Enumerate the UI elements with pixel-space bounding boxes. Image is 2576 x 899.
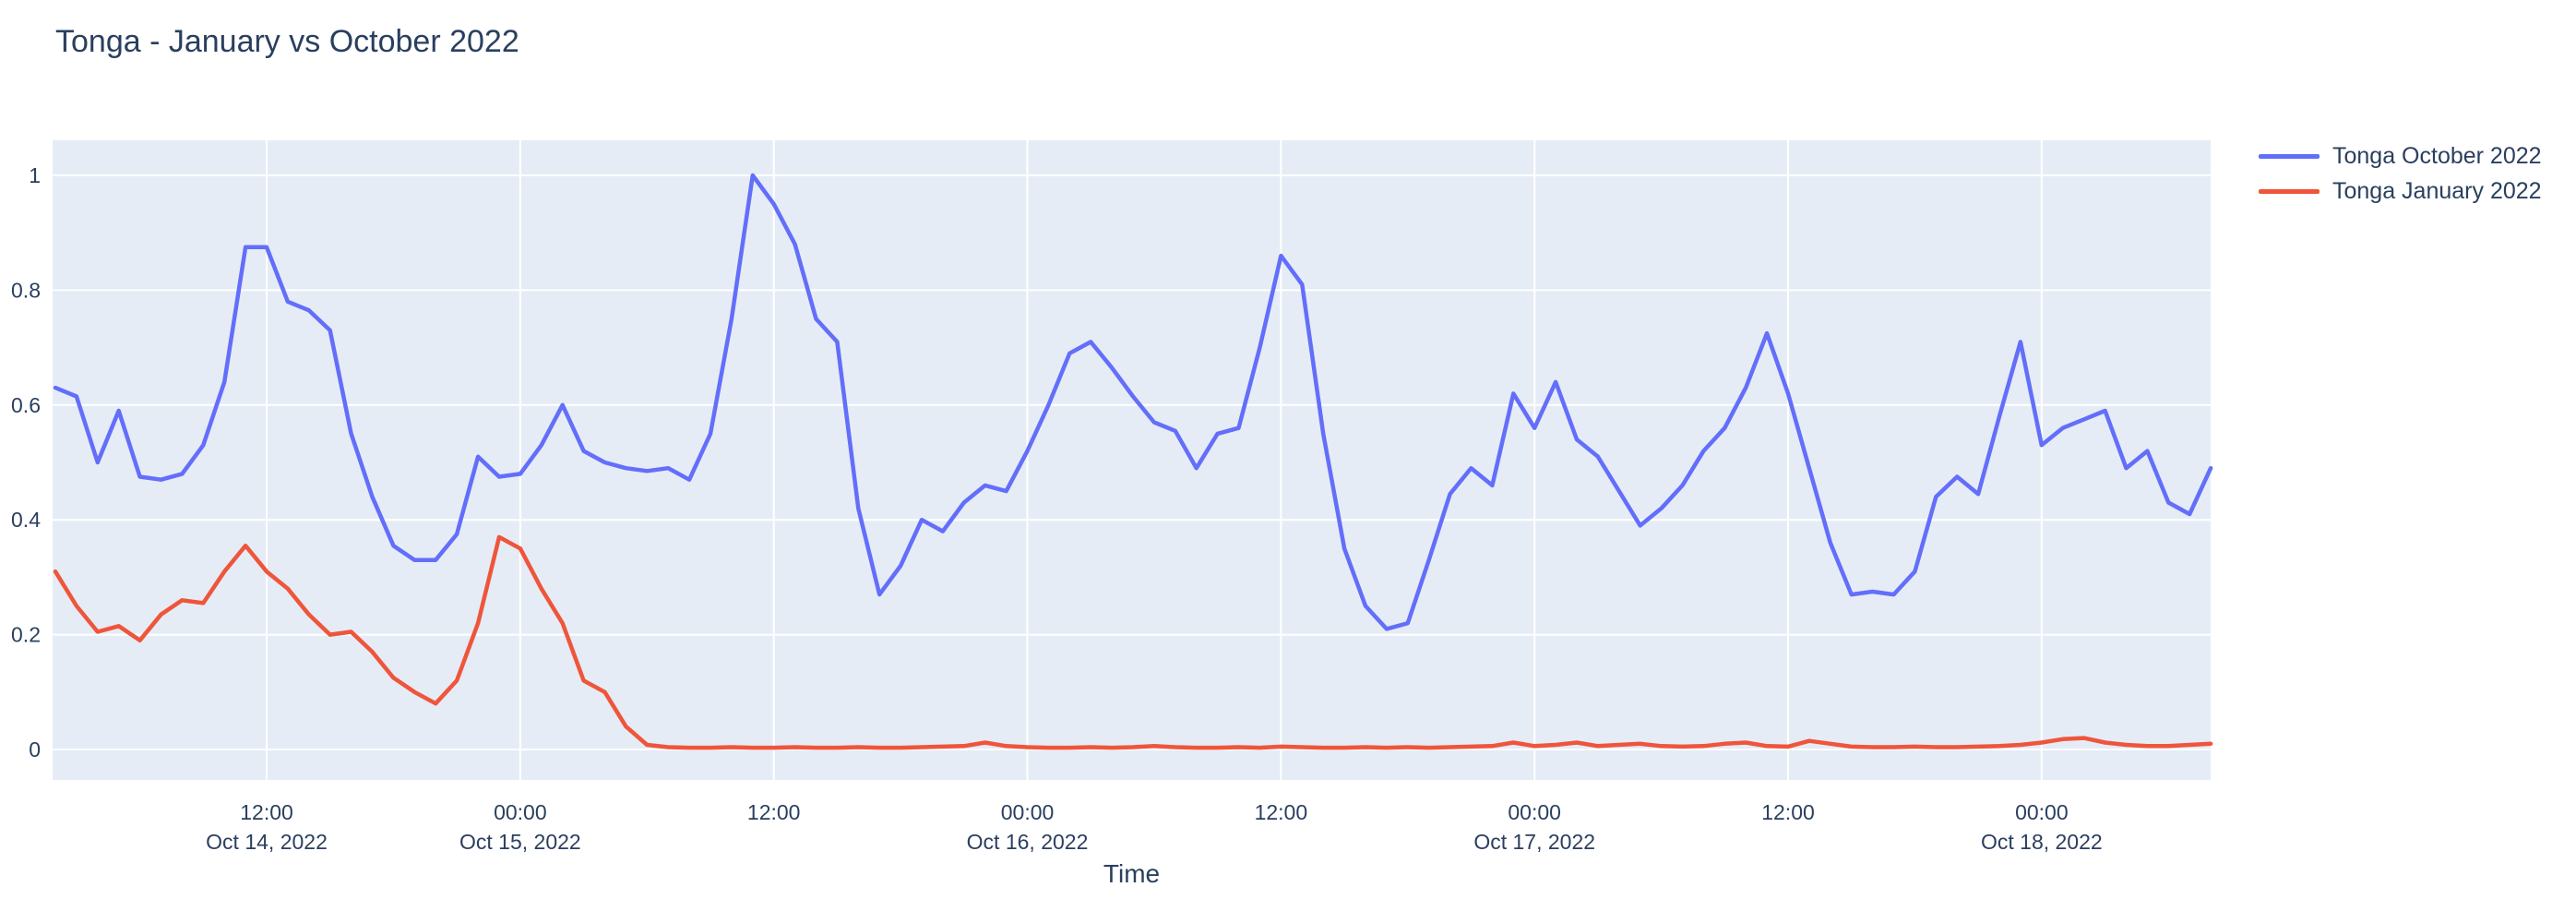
x-tick-time-label: 12:00 — [240, 800, 293, 824]
x-tick-time-label: 00:00 — [494, 800, 547, 824]
x-tick-date-label: Oct 18, 2022 — [1981, 830, 2103, 854]
x-tick-time-label: 00:00 — [2015, 800, 2069, 824]
x-tick-date-label: Oct 15, 2022 — [459, 830, 581, 854]
y-axis-tick-labels: 0 0.2 0.4 0.6 0.8 1 — [11, 163, 41, 761]
x-tick-time-label: 00:00 — [1001, 800, 1055, 824]
y-tick-label: 0 — [29, 737, 41, 761]
x-axis-title: Time — [1103, 859, 1160, 888]
series-line-october[interactable] — [53, 173, 2213, 631]
x-tick-time-label: 00:00 — [1508, 800, 1561, 824]
legend-label-january: Tonga January 2022 — [2332, 177, 2542, 204]
x-tick-date-label: Oct 14, 2022 — [206, 830, 328, 854]
gridlines — [53, 140, 2211, 780]
x-tick-date-label: Oct 17, 2022 — [1473, 830, 1595, 854]
legend-item-january[interactable]: Tonga January 2022 — [2259, 177, 2542, 204]
x-tick-time-label: 12:00 — [1761, 800, 1815, 824]
x-tick-date-label: Oct 16, 2022 — [967, 830, 1089, 854]
plot-background — [53, 140, 2211, 780]
y-tick-label: 1 — [29, 163, 41, 187]
x-axis-tick-labels: 12:00 Oct 14, 2022 00:00 Oct 15, 2022 12:00 0… — [206, 800, 2103, 854]
y-tick-label: 0.2 — [11, 623, 41, 647]
legend-swatch-january — [2259, 188, 2320, 194]
chart-title: Tonga - January vs October 2022 — [55, 24, 519, 59]
y-tick-label: 0.4 — [11, 508, 41, 532]
y-tick-label: 0.6 — [11, 393, 41, 417]
x-tick-time-label: 12:00 — [747, 800, 801, 824]
series-line-january[interactable] — [53, 534, 2213, 750]
legend: Tonga October 2022 Tonga January 2022 — [2259, 142, 2542, 204]
x-tick-time-label: 12:00 — [1255, 800, 1308, 824]
legend-label-october: Tonga October 2022 — [2332, 142, 2542, 169]
legend-item-october[interactable]: Tonga October 2022 — [2259, 142, 2542, 169]
y-tick-label: 0.8 — [11, 278, 41, 302]
legend-swatch-october — [2259, 153, 2320, 159]
